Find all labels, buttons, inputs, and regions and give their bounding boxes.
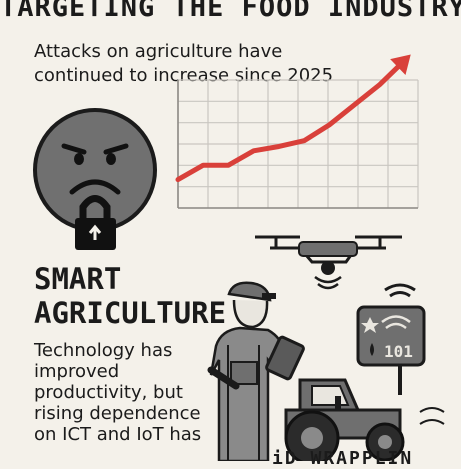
section-heading: SMART AGRICULTURE bbox=[34, 262, 234, 330]
bottom-text: iD WRAPPLIN bbox=[272, 448, 413, 469]
section-body: Technology has improved productivity, bu… bbox=[34, 340, 214, 445]
section-heading-line1: SMART bbox=[34, 262, 234, 296]
section-heading-line2: AGRICULTURE bbox=[34, 296, 234, 330]
